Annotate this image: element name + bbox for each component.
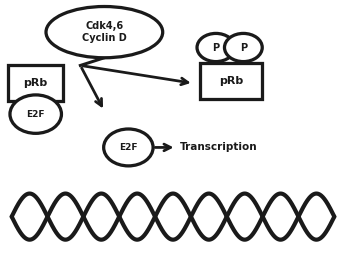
Circle shape <box>10 95 62 133</box>
Circle shape <box>104 129 153 166</box>
Text: P: P <box>212 42 219 53</box>
Text: pRb: pRb <box>24 78 48 88</box>
Text: Cdk4,6
Cyclin D: Cdk4,6 Cyclin D <box>82 21 127 43</box>
Text: P: P <box>240 42 247 53</box>
Text: pRb: pRb <box>219 76 244 86</box>
Bar <box>200 63 262 99</box>
Ellipse shape <box>46 6 163 58</box>
Text: Transcription: Transcription <box>180 142 257 153</box>
Circle shape <box>225 33 262 62</box>
Text: E2F: E2F <box>26 110 45 119</box>
Text: E2F: E2F <box>119 143 138 152</box>
Bar <box>8 66 63 101</box>
Circle shape <box>197 33 235 62</box>
